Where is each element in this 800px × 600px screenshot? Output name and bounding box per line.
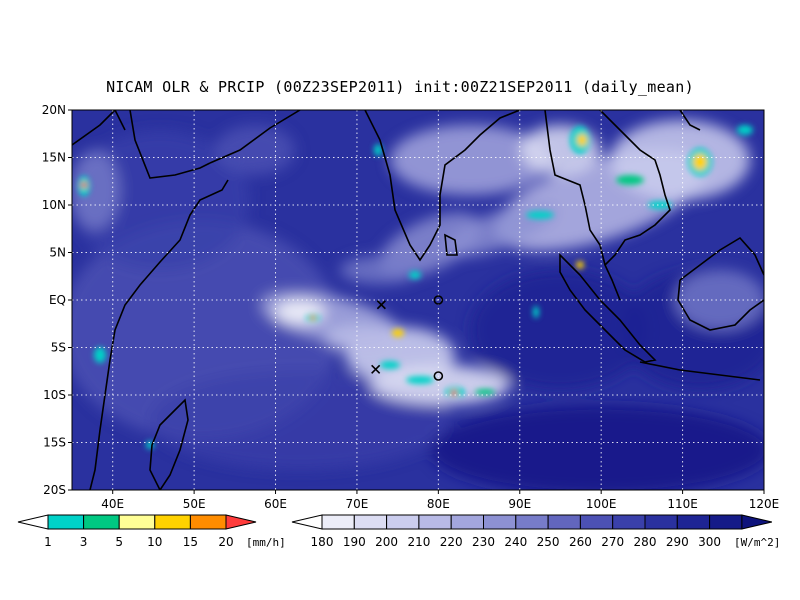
colorbar-swatch — [386, 514, 420, 530]
map-plot-area — [72, 110, 764, 490]
storm-marker-circle — [433, 371, 444, 381]
colorbar-swatch — [612, 514, 646, 530]
colorbar-swatch — [483, 514, 517, 530]
lat-tick-label: 20S — [43, 483, 66, 497]
colorbar-label: 10 — [147, 535, 162, 549]
lon-tick-label: 60E — [264, 497, 287, 511]
coastline-india — [364, 110, 521, 262]
colorbar-swatch — [515, 514, 549, 530]
lat-tick-label: 10N — [42, 198, 66, 212]
page-title: NICAM OLR & PRCIP (00Z23SEP2011) init:00… — [106, 78, 694, 96]
colorbar-min-triangle — [17, 514, 49, 530]
olr-field — [72, 120, 764, 490]
lat-tick-label: 5N — [49, 246, 66, 260]
colorbar-unit: [W/m^2] — [734, 536, 780, 549]
lat-tick-label: 15N — [42, 151, 66, 165]
lon-tick-label: 40E — [101, 497, 124, 511]
lon-tick-label: 120E — [749, 497, 780, 511]
colorbar-swatch — [154, 514, 191, 530]
storm-marker-x — [371, 364, 381, 374]
coastline-arabia — [114, 110, 301, 164]
colorbar-label: 300 — [698, 535, 721, 549]
axis-ticks: 40E 50E 60E 70E 80E 90E 100E 110E 120E 20N 15N 10N 5… — [42, 103, 780, 511]
lon-tick-label: 100E — [586, 497, 617, 511]
precip-colorbar: 1 3 5 10 15 20 [mm/h] — [17, 514, 286, 549]
colorbar-label: 290 — [666, 535, 689, 549]
colorbar-swatch — [450, 514, 485, 530]
lat-tick-label: 20N — [42, 103, 66, 117]
colorbar-label: 240 — [504, 535, 527, 549]
colorbar-label: 15 — [183, 535, 198, 549]
colorbar-label: 3 — [80, 535, 88, 549]
lat-tick-label: 15S — [43, 436, 66, 450]
lon-tick-label: 90E — [508, 497, 531, 511]
lat-tick-label: 10S — [43, 388, 66, 402]
coastline-java — [639, 361, 761, 381]
colorbar-label: 200 — [375, 535, 398, 549]
colorbar-label: 1 — [44, 535, 52, 549]
coastline-southeast-asia — [544, 110, 701, 301]
coastline-madagascar — [149, 398, 189, 490]
lon-tick-label: 70E — [346, 497, 369, 511]
lon-tick-label: 50E — [183, 497, 206, 511]
lon-tick-label: 80E — [427, 497, 450, 511]
storm-marker-circle — [433, 295, 444, 305]
colorbar-swatch — [676, 514, 711, 530]
colorbar-max-triangle — [741, 514, 773, 530]
olr-colorbar: 180 190 200 210 220 230 240 250 260 270 280 290 300 [… — [291, 514, 780, 549]
colorbar-label: 210 — [407, 535, 430, 549]
colorbar-label: 260 — [569, 535, 592, 549]
colorbar-swatch — [47, 514, 85, 530]
lat-tick-label: 5S — [51, 341, 66, 355]
colorbar-label: 280 — [634, 535, 657, 549]
colorbar-swatch — [709, 514, 743, 530]
coastline-africa — [72, 110, 229, 490]
storm-markers — [371, 295, 444, 381]
lat-tick-label: EQ — [49, 293, 66, 307]
colorbar-label: 250 — [537, 535, 560, 549]
colorbar-max-triangle — [225, 514, 257, 530]
grid-lines — [72, 110, 764, 490]
colorbar-unit: [mm/h] — [246, 536, 286, 549]
coastline-borneo — [677, 236, 764, 331]
colorbar-label: 190 — [343, 535, 366, 549]
colorbar-swatch — [321, 514, 355, 530]
colorbar-label: 270 — [601, 535, 624, 549]
colorbar-swatch — [118, 514, 156, 530]
colorbar-min-triangle — [291, 514, 323, 530]
colorbar-swatch — [353, 514, 388, 530]
colorbar-label: 220 — [440, 535, 463, 549]
lon-tick-label: 110E — [667, 497, 698, 511]
colorbar-swatch — [418, 514, 452, 530]
colorbar-label: 5 — [115, 535, 123, 549]
colorbar-swatch — [579, 514, 614, 530]
colorbar-label: 230 — [472, 535, 495, 549]
colorbar-swatch — [83, 514, 120, 530]
colorbar-swatch — [189, 514, 227, 530]
colorbar-label: 20 — [218, 535, 233, 549]
colorbar-label: 180 — [311, 535, 334, 549]
storm-marker-x — [376, 300, 386, 310]
colorbar-swatch — [547, 514, 581, 530]
colorbar-swatch — [644, 514, 678, 530]
coastline-sri-lanka — [444, 233, 458, 256]
